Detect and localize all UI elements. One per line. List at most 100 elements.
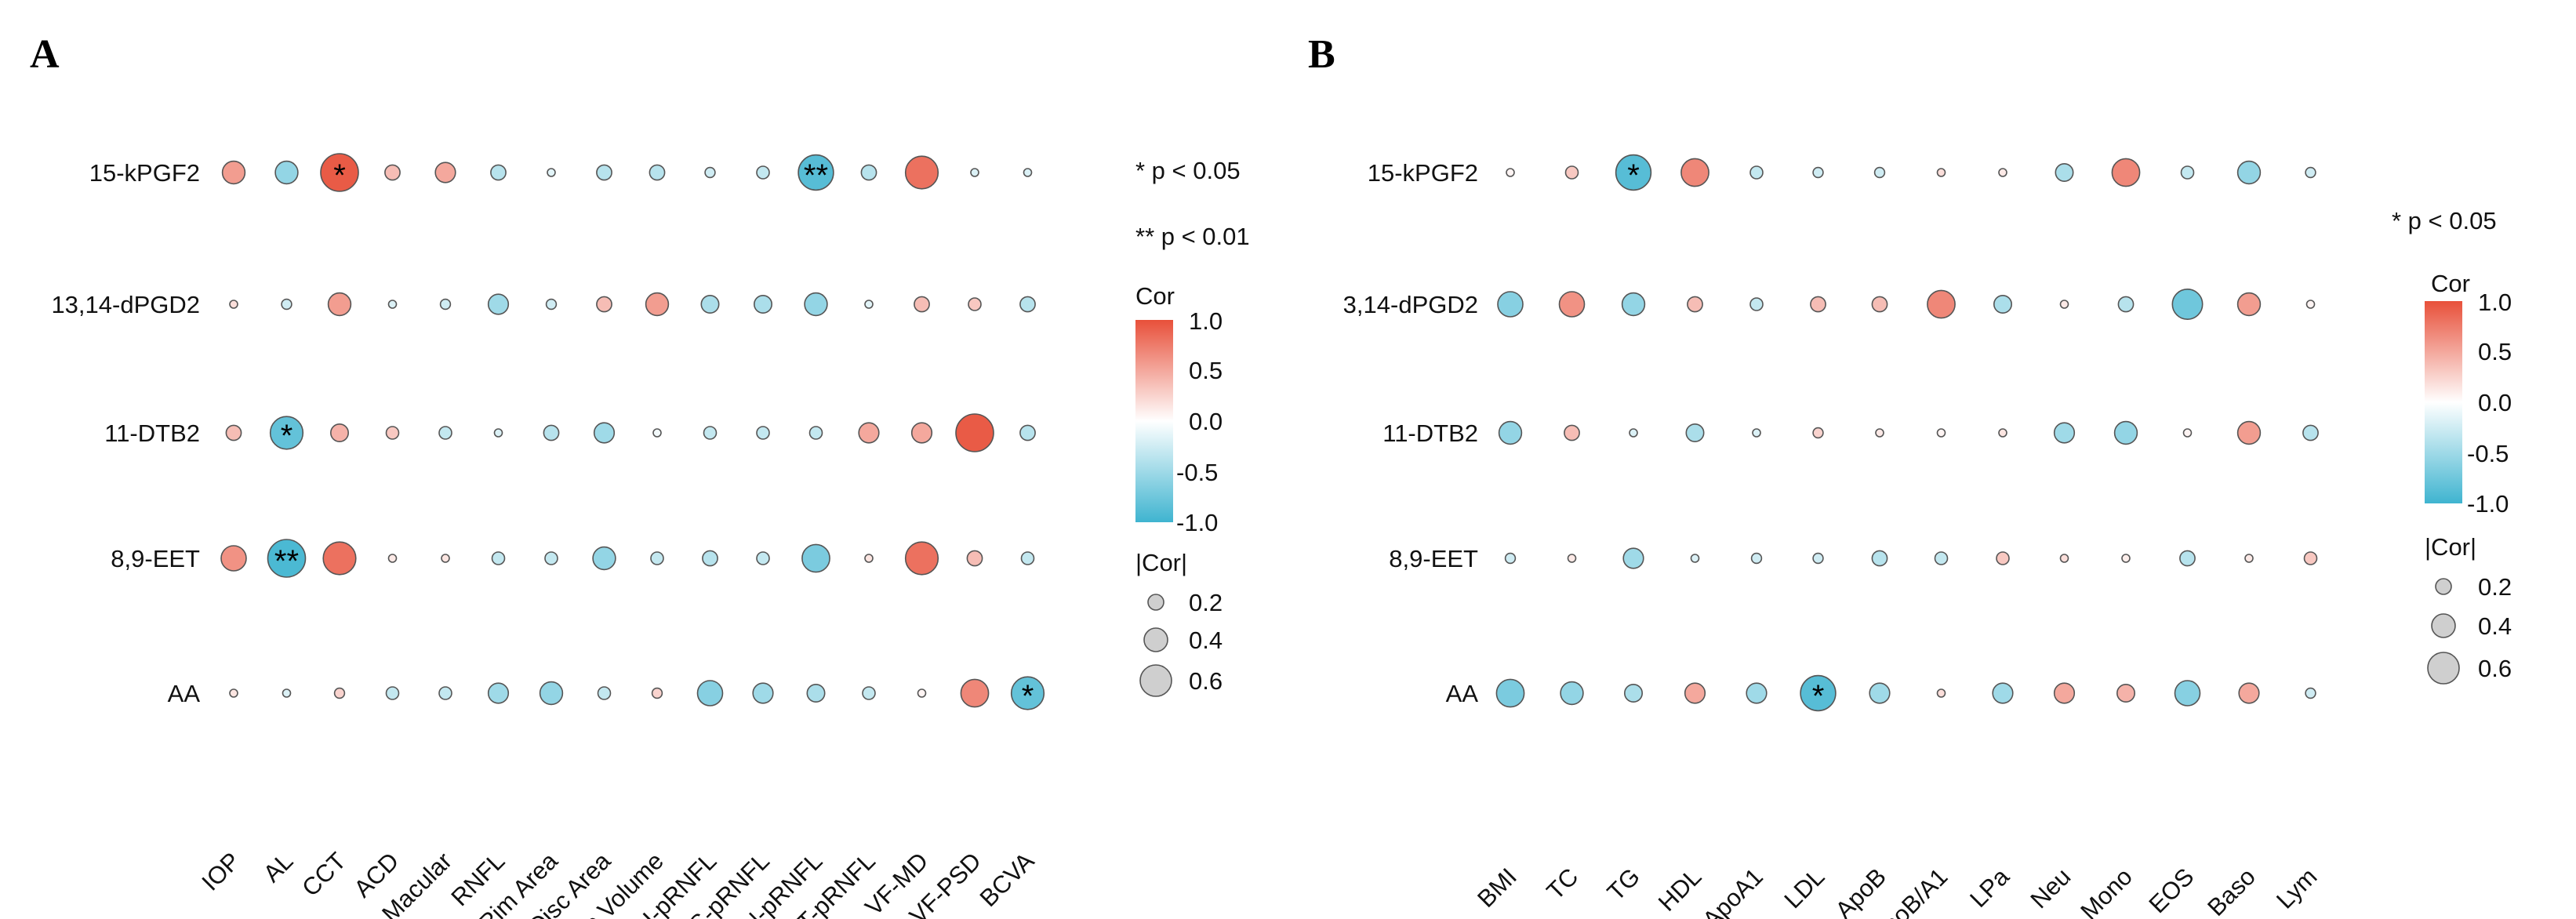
correlation-dot [2059, 554, 2069, 563]
column-label: LDL [1778, 863, 1829, 914]
correlation-dot [220, 545, 247, 572]
row-label: 3,14-dPGD2 [1343, 291, 1478, 318]
correlation-dot [2116, 683, 2136, 703]
correlation-dot [1495, 678, 1525, 708]
correlation-dot [1875, 428, 1884, 438]
correlation-dot [910, 422, 933, 444]
correlation-dot [2174, 680, 2201, 707]
correlation-dot [858, 422, 880, 444]
correlation-dot [597, 686, 612, 700]
correlation-dot [1812, 166, 1824, 179]
size-key-circle [2435, 578, 2452, 595]
row-label: 13,14-dPGD2 [51, 291, 200, 318]
color-legend-bar [2425, 301, 2462, 503]
correlation-dot [327, 292, 352, 317]
column-label: IOP [196, 847, 245, 896]
correlation-dot [2302, 424, 2319, 441]
correlation-dot [1564, 424, 1580, 441]
correlation-dot [2180, 165, 2195, 180]
correlation-dot [322, 541, 357, 576]
correlation-dot [960, 678, 990, 708]
correlation-dot [596, 296, 612, 313]
correlation-dot [696, 680, 724, 707]
correlation-dot [649, 164, 666, 181]
correlation-dot [487, 293, 510, 315]
correlation-dot [267, 539, 307, 578]
correlation-dot [2182, 428, 2193, 438]
correlation-dot [547, 168, 556, 177]
correlation-dot [645, 292, 670, 317]
correlation-dot [1800, 674, 1837, 712]
significance-marker: * [1627, 158, 1640, 193]
correlation-dot [333, 687, 346, 699]
correlation-dot [1687, 296, 1703, 313]
size-tick: 0.4 [2478, 612, 2512, 640]
color-tick: -1.0 [1176, 509, 1218, 536]
panel-b-size-legend: |Cor| 0.2 0.4 0.6 [2425, 533, 2512, 685]
correlation-dot [752, 682, 774, 704]
correlation-dot [804, 292, 828, 317]
panel-b: B 15-kPGF2 3,14-dPGD2 11-DTB2 8,9-EET AA BMI T… [1308, 32, 2512, 919]
correlation-dot [914, 296, 930, 313]
correlation-dot [1010, 676, 1045, 710]
correlation-dot [2055, 163, 2074, 183]
color-tick: -0.5 [2467, 440, 2509, 467]
correlation-dot [229, 688, 238, 698]
column-label: BMI [1472, 863, 1522, 913]
correlation-dot [798, 154, 834, 191]
column-label: Lym [2271, 863, 2322, 914]
significance-marker: ** [274, 544, 299, 579]
correlation-dot [269, 416, 304, 450]
panel-b-color-legend: Cor 1.0 0.5 0.0 -0.5 -1.0 [2425, 270, 2512, 518]
correlation-dot [1621, 292, 1646, 317]
correlation-dot [1690, 554, 1700, 563]
color-legend-title: Cor [2431, 270, 2470, 297]
correlation-dot [1810, 296, 1826, 313]
panel-a-notes: * p < 0.05 ** p < 0.01 [1135, 157, 1250, 250]
correlation-dot [650, 551, 664, 565]
correlation-dot [702, 550, 718, 567]
column-label: TC [1541, 863, 1583, 905]
correlation-dot [1998, 428, 2007, 438]
correlation-dot [756, 426, 770, 440]
correlation-dot [2059, 300, 2069, 309]
correlation-dot [1615, 154, 1652, 191]
correlation-dot [2236, 420, 2262, 445]
color-tick: 0.5 [1189, 357, 1223, 384]
correlation-dot [1812, 552, 1824, 565]
correlation-dot [2179, 550, 2196, 567]
correlation-dot [1560, 681, 1584, 706]
correlation-dot [2305, 300, 2316, 309]
correlation-dot [968, 297, 982, 311]
correlation-dot [1871, 550, 1888, 567]
column-label: Baso [2202, 863, 2261, 919]
row-label: AA [168, 680, 201, 707]
correlation-dot [281, 298, 292, 311]
correlation-dot [1996, 551, 2010, 565]
correlation-dot [864, 300, 874, 309]
correlation-dot [385, 686, 400, 700]
significance-marker: * [1812, 679, 1825, 714]
correlation-dot [539, 681, 564, 706]
correlation-dot [904, 541, 939, 576]
column-label: CCT [296, 847, 351, 902]
significance-marker: * [333, 158, 346, 193]
correlation-dot [753, 294, 772, 314]
panel-a-grid: 15-kPGF2 13,14-dPGD2 11-DTB2 8,9-EET AA IOP AL… [51, 153, 1045, 919]
correlation-dot [1746, 682, 1768, 704]
correlation-dot [1936, 428, 1946, 438]
panel-label-b: B [1308, 32, 1335, 77]
column-label: BCVA [975, 847, 1040, 912]
correlation-dot [2305, 166, 2316, 179]
panel-a-size-legend: |Cor| 0.2 0.4 0.6 [1135, 549, 1223, 697]
correlation-dot [384, 164, 401, 181]
correlation-dot [1622, 547, 1644, 569]
panel-b-notes: * p < 0.05 [2392, 207, 2497, 234]
correlation-dot [862, 686, 876, 700]
correlation-dot [434, 162, 456, 183]
correlation-dot [221, 160, 246, 185]
color-legend-bar [1135, 320, 1173, 522]
correlation-dot [2238, 682, 2260, 704]
correlation-dot [703, 426, 718, 440]
correlation-dot [756, 551, 770, 565]
